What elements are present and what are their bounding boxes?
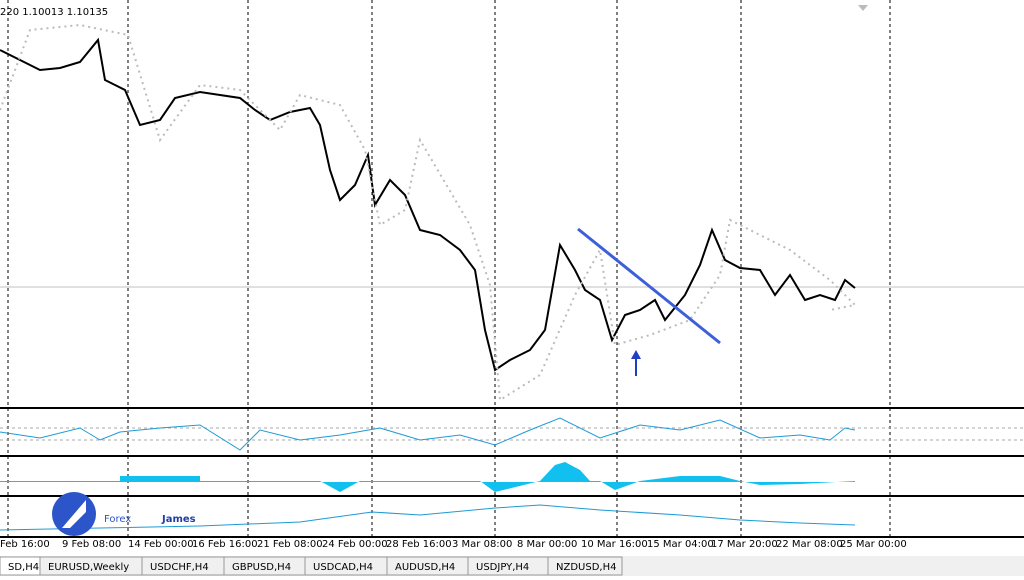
tab-label: GBPUSD,H4 <box>232 562 291 573</box>
oscillator-line <box>0 417 856 451</box>
time-label: 22 Mar 08:00 <box>776 539 843 550</box>
tab-shape <box>547 556 623 576</box>
time-label: 25 Mar 00:00 <box>840 539 907 550</box>
tab[interactable]: EURUSD,Weekly <box>39 556 143 576</box>
arrow <box>631 350 641 376</box>
time-label: 21 Feb 08:00 <box>257 539 323 550</box>
price-series <box>0 37 856 372</box>
quote-header: 220 1.10013 1.10135 <box>0 7 108 18</box>
tab-label: SD,H4 <box>8 562 39 573</box>
volume-line <box>0 504 856 531</box>
time-label: 3 Mar 08:00 <box>452 539 512 550</box>
tab-label: AUDUSD,H4 <box>395 562 455 573</box>
tab-label: NZDUSD,H4 <box>556 562 616 573</box>
tab[interactable]: USDCHF,H4 <box>141 556 225 576</box>
period-separators <box>7 0 891 540</box>
histogram <box>0 462 855 492</box>
time-label: 17 Mar 20:00 <box>711 539 778 550</box>
time-label: 28 Feb 16:00 <box>386 539 452 550</box>
scroll-marker <box>858 5 868 11</box>
trend-line <box>577 227 721 345</box>
logo-second: James <box>161 514 196 525</box>
time-label: 24 Feb 00:00 <box>322 539 388 550</box>
panel-borders <box>0 407 1024 538</box>
tab-label: USDJPY,H4 <box>476 562 529 573</box>
time-label: 10 Mar 16:00 <box>581 539 648 550</box>
tab[interactable]: SD,H4 <box>0 556 41 576</box>
tab-label: USDCHF,H4 <box>150 562 209 573</box>
time-label: 14 Feb 00:00 <box>128 539 194 550</box>
time-label: 16 Feb 16:00 <box>192 539 258 550</box>
time-label: 8 Mar 00:00 <box>517 539 577 550</box>
tab-label: EURUSD,Weekly <box>48 562 129 573</box>
logo: Forex James <box>52 492 196 536</box>
tab[interactable]: USDCAD,H4 <box>304 556 388 576</box>
tab-label: USDCAD,H4 <box>313 562 373 573</box>
time-label: Feb 16:00 <box>0 539 50 550</box>
time-label: 9 Feb 08:00 <box>62 539 121 550</box>
logo-first: Forex <box>104 514 131 525</box>
tab[interactable]: GBPUSD,H4 <box>223 556 306 576</box>
tab[interactable]: NZDUSD,H4 <box>547 556 623 576</box>
tabs: SD,H4 EURUSD,Weekly USDCHF,H4 GBPUSD,H4 USDC… <box>0 556 623 576</box>
tab[interactable]: AUDUSD,H4 <box>386 556 469 576</box>
tab[interactable]: USDJPY,H4 <box>467 556 549 576</box>
time-label: 15 Mar 04:00 <box>647 539 714 550</box>
